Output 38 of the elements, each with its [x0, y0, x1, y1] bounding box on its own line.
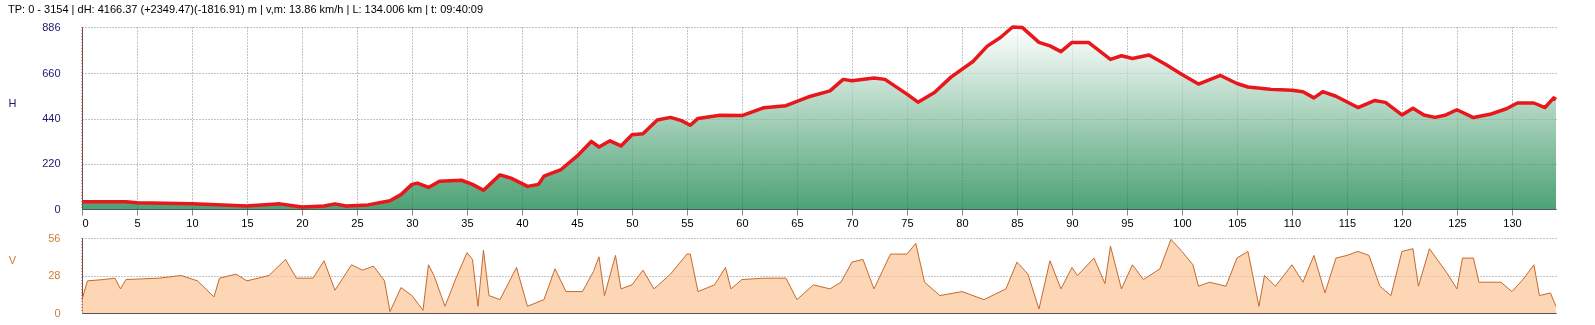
- y-tick-label: 220: [42, 157, 61, 170]
- x-tick-label: 0: [82, 216, 89, 229]
- y-tick-label: 28: [48, 269, 61, 281]
- x-tick-label: 20: [296, 216, 309, 229]
- y-tick-label: 0: [54, 202, 61, 215]
- x-tick-label: 125: [1448, 216, 1467, 229]
- x-tick-label: 10: [186, 216, 199, 229]
- y-tick-label: 440: [42, 112, 61, 125]
- x-tick-label: 15: [241, 216, 254, 229]
- y-axis-title: H: [8, 96, 17, 109]
- y-tick-label: 0: [54, 306, 61, 319]
- x-tick-label: 110: [1283, 216, 1302, 229]
- x-tick-label: 105: [1228, 216, 1247, 229]
- x-tick-label: 5: [134, 216, 141, 229]
- x-tick-label: 45: [571, 216, 584, 229]
- x-tick-label: 95: [1121, 216, 1134, 229]
- x-tick-label: 30: [406, 216, 419, 229]
- x-tick-label: 130: [1503, 216, 1522, 229]
- y-tick-label: 886: [42, 20, 61, 33]
- y-axis-title: V: [8, 254, 17, 266]
- y-tick-label: 56: [48, 231, 61, 244]
- x-tick-label: 100: [1173, 216, 1192, 229]
- chart-title: TP: 0 - 3154 | dH: 4166.37 (+2349.47)(-1816.91) m | v,m: 13.86 km/h | L: 134.006 km | t: 09:40:09: [8, 3, 484, 15]
- x-tick-label: 90: [1066, 216, 1079, 229]
- x-tick-label: 115: [1338, 216, 1357, 229]
- x-tick-label: 60: [736, 216, 749, 229]
- x-tick-label: 75: [901, 216, 914, 229]
- x-tick-label: 80: [956, 216, 969, 229]
- x-tick-label: 65: [791, 216, 804, 229]
- x-tick-label: 120: [1393, 216, 1412, 229]
- x-tick-label: 50: [626, 216, 639, 229]
- x-tick-label: 40: [516, 216, 529, 229]
- x-tick-label: 85: [1011, 216, 1024, 229]
- x-tick-label: 55: [681, 216, 694, 229]
- y-tick-label: 660: [42, 66, 61, 79]
- x-tick-label: 35: [461, 216, 474, 229]
- x-tick-label: 25: [351, 216, 364, 229]
- x-tick-label: 70: [846, 216, 859, 229]
